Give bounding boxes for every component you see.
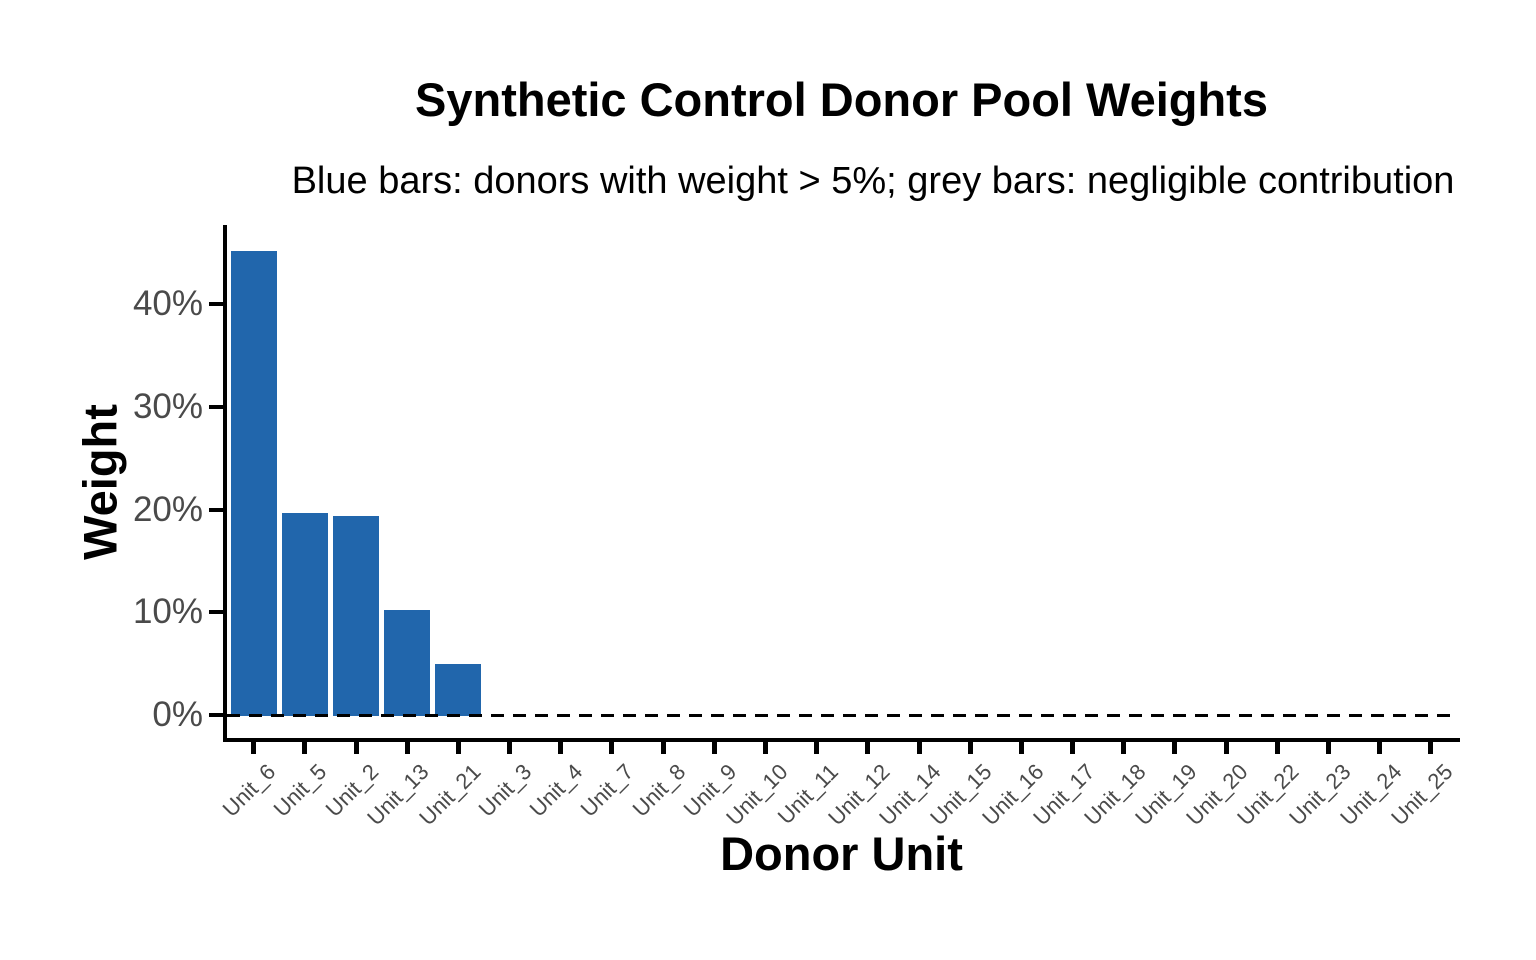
x-tick-unit_7 xyxy=(609,742,615,754)
x-tick-unit_10 xyxy=(763,742,768,754)
x-tick-unit_14 xyxy=(916,742,922,754)
y-tick-label-10: 10% xyxy=(132,592,203,632)
x-tick-unit_2 xyxy=(353,742,359,754)
x-tick-label-unit_5: Unit_5 xyxy=(269,759,332,822)
x-tick-unit_8 xyxy=(660,742,666,754)
x-tick-unit_11 xyxy=(814,742,820,754)
zero-dashed-line xyxy=(227,714,1451,717)
x-tick-label-unit_7: Unit_7 xyxy=(576,759,639,822)
y-tick-label-30: 30% xyxy=(132,386,203,426)
y-tick-40 xyxy=(209,302,223,306)
x-tick-label-unit_3: Unit_3 xyxy=(473,759,537,822)
x-axis-title: Donor Unit xyxy=(720,827,963,880)
x-tick-unit_6 xyxy=(251,742,257,754)
chart-subtitle: Blue bars: donors with weight > 5%; grey… xyxy=(291,160,1455,202)
x-axis-line xyxy=(223,738,1460,742)
x-tick-unit_15 xyxy=(967,742,973,754)
bar-unit_21 xyxy=(435,663,482,716)
x-tick-unit_23 xyxy=(1325,742,1331,754)
y-tick-10 xyxy=(209,610,223,615)
x-tick-unit_4 xyxy=(558,742,564,754)
x-tick-unit_9 xyxy=(711,742,717,754)
x-tick-unit_13 xyxy=(404,742,410,754)
y-axis-title: Weight xyxy=(73,404,127,560)
x-tick-label-unit_4: Unit_4 xyxy=(524,759,588,822)
x-tick-unit_16 xyxy=(1018,742,1024,754)
x-tick-unit_25 xyxy=(1428,742,1434,754)
x-tick-unit_18 xyxy=(1121,742,1127,754)
y-tick-label-40: 40% xyxy=(132,284,203,323)
x-tick-label-unit_6: Unit_6 xyxy=(217,759,281,822)
x-tick-unit_12 xyxy=(865,742,871,754)
y-axis-line xyxy=(223,225,227,742)
x-tick-unit_17 xyxy=(1070,742,1076,754)
x-tick-unit_19 xyxy=(1172,742,1178,754)
bar-unit_5 xyxy=(281,512,328,716)
y-tick-label-20: 20% xyxy=(132,489,203,529)
x-tick-unit_21 xyxy=(455,742,461,754)
y-tick-0 xyxy=(209,713,223,717)
x-tick-label-unit_8: Unit_8 xyxy=(627,759,690,822)
y-tick-label-0: 0% xyxy=(152,695,203,734)
bar-unit_2 xyxy=(333,515,380,716)
chart-title: Synthetic Control Donor Pool Weights xyxy=(415,73,1268,126)
x-tick-unit_22 xyxy=(1274,742,1280,754)
x-tick-unit_24 xyxy=(1377,742,1383,754)
bar-unit_13 xyxy=(384,610,431,716)
y-tick-30 xyxy=(209,404,223,409)
x-tick-unit_20 xyxy=(1223,742,1229,754)
x-tick-unit_3 xyxy=(507,742,513,754)
y-tick-20 xyxy=(209,507,223,512)
x-tick-unit_5 xyxy=(302,742,308,754)
bar-unit_6 xyxy=(230,250,277,716)
